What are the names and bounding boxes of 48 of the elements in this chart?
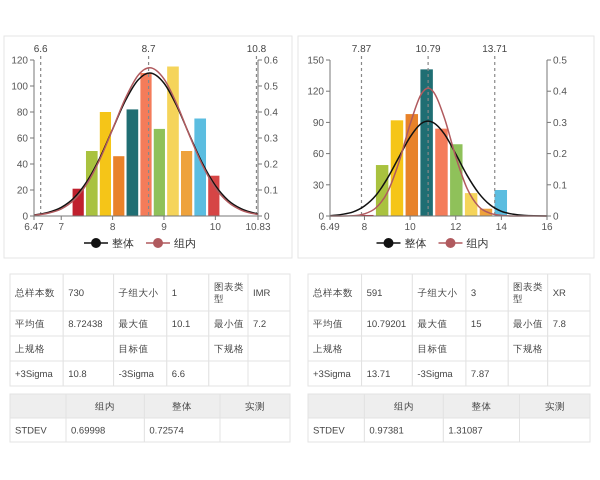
y-tick-label: 90 — [312, 118, 324, 129]
legend-label: 整体 — [404, 238, 426, 250]
ref-line-label: 6.6 — [34, 44, 48, 55]
legend-label: 组内 — [174, 237, 196, 250]
y-tick-label: 150 — [307, 56, 324, 66]
x-tick-label: 9 — [161, 222, 168, 233]
y2-tick-label: 0.4 — [553, 86, 568, 98]
y2-tick-label: 0.1 — [553, 180, 568, 192]
x-tick-label: 10 — [210, 222, 222, 233]
ref-line-label: 10.8 — [246, 44, 267, 55]
x-tick-label: 6.47 — [24, 222, 44, 233]
x-tick-label: 8 — [362, 222, 368, 233]
y2-tick-label: 0.3 — [264, 134, 278, 144]
x-tick-label: 6.49 — [320, 222, 340, 233]
y-tick-label: 120 — [307, 86, 324, 98]
y2-tick-label: 0.4 — [264, 108, 278, 118]
y-tick-label: 30 — [312, 180, 324, 192]
y2-tick-label: 0.6 — [264, 56, 278, 66]
y-tick-label: 120 — [11, 56, 28, 66]
y-tick-label: 60 — [16, 134, 28, 144]
x-tick-label: 12 — [450, 222, 462, 233]
x-tick-label: 14 — [496, 222, 508, 233]
x-tick-label: 10.83 — [245, 222, 271, 233]
y2-tick-label: 0.1 — [264, 186, 278, 196]
ref-line-label: 8.7 — [142, 44, 156, 55]
legend-label: 组内 — [466, 237, 488, 250]
y-tick-label: 0 — [22, 212, 28, 222]
ref-line-label: 13.71 — [482, 44, 508, 55]
ref-line-label: 7.87 — [352, 44, 372, 55]
y2-tick-label: 0.3 — [553, 118, 568, 129]
y-tick-label: 100 — [11, 82, 28, 92]
y2-tick-label: 0.2 — [264, 160, 278, 170]
y2-tick-label: 0.5 — [553, 56, 568, 66]
y2-tick-label: 0 — [264, 212, 270, 222]
ref-line-label: 10.79 — [416, 44, 442, 55]
x-tick-label: 10 — [404, 222, 416, 233]
y-tick-label: 80 — [16, 108, 28, 118]
legend-label: 整体 — [112, 238, 134, 250]
y2-tick-label: 0.2 — [553, 149, 568, 160]
x-tick-label: 16 — [541, 222, 553, 233]
y2-tick-label: 0 — [553, 212, 559, 222]
y-tick-label: 0 — [318, 212, 324, 222]
y-tick-label: 60 — [312, 149, 324, 160]
x-tick-label: 8 — [110, 222, 116, 233]
x-tick-label: 7 — [58, 222, 64, 233]
y-tick-label: 40 — [16, 160, 28, 170]
y2-tick-label: 0.5 — [264, 82, 278, 92]
y-tick-label: 20 — [16, 186, 28, 196]
